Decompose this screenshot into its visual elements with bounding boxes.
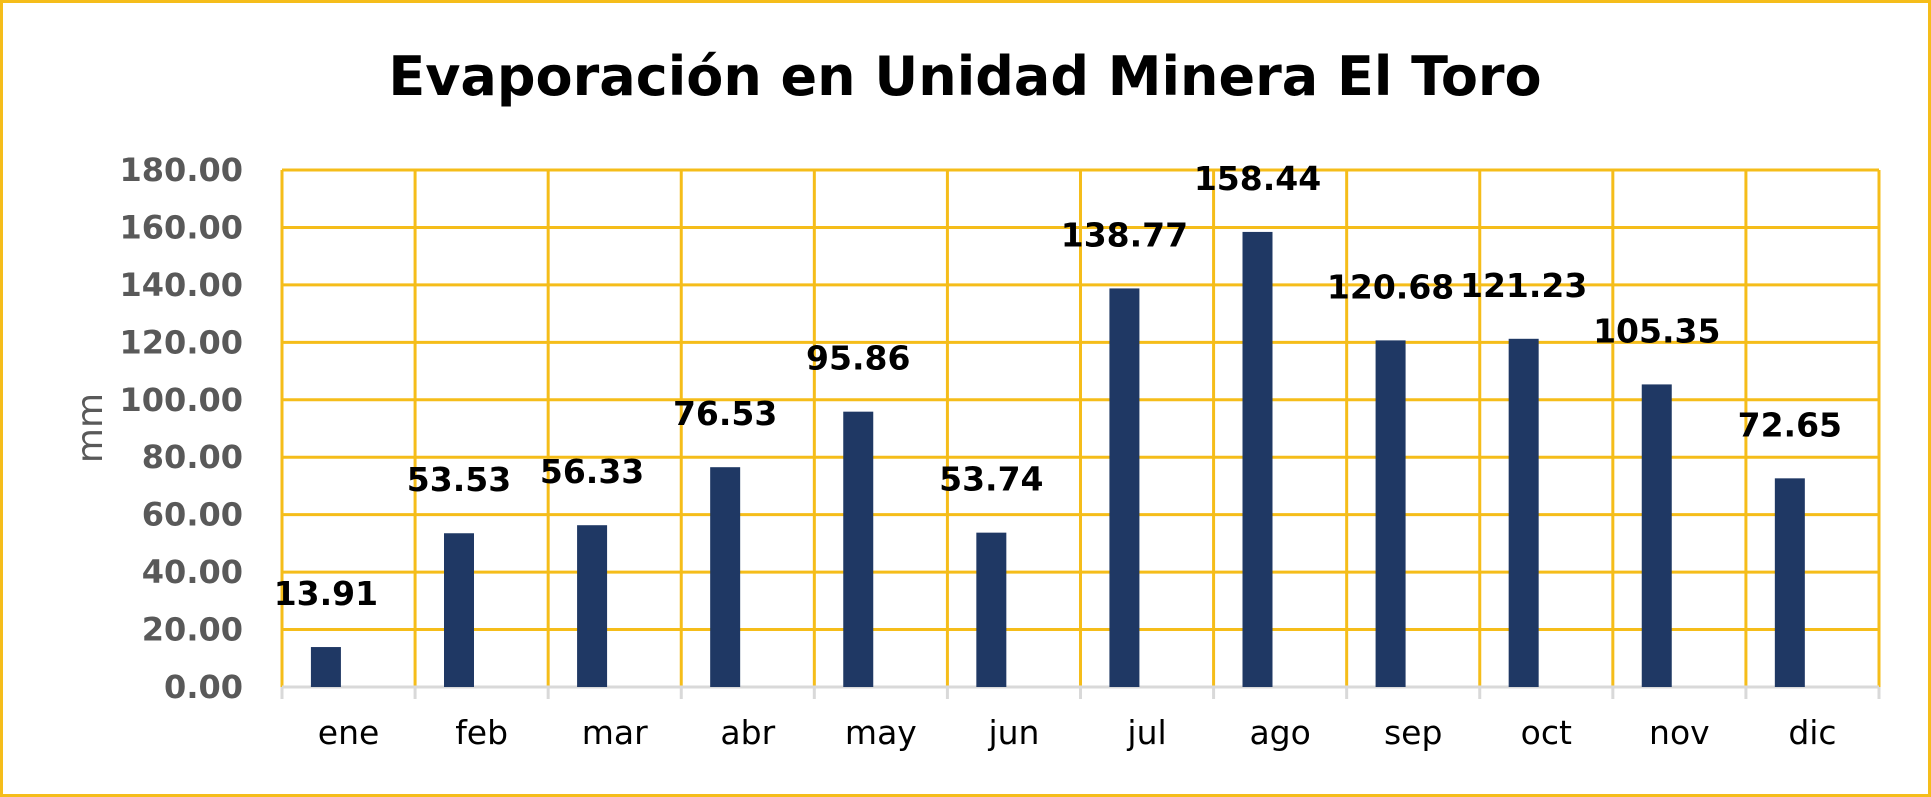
y-tick-label: 20.00 xyxy=(142,611,243,649)
x-tick-label-ene: ene xyxy=(318,713,380,752)
x-tick-label-nov: nov xyxy=(1649,713,1710,752)
bar-nov xyxy=(1641,384,1672,687)
label-layer: 13.91 ene 53.53 feb 56.33 mar 76.53 abr 95.86 may… xyxy=(274,159,1842,752)
x-tick-label-oct: oct xyxy=(1521,713,1572,752)
data-label-dic: 72.65 xyxy=(1738,405,1842,444)
bar-sep xyxy=(1375,340,1406,687)
data-label-ene: 13.91 xyxy=(274,574,378,613)
bar-feb xyxy=(444,533,475,687)
y-tick-label: 160.00 xyxy=(120,208,243,246)
chart-title: Evaporación en Unidad Minera El Toro xyxy=(388,45,1541,108)
y-tick-label: 180.00 xyxy=(120,151,243,189)
bar-layer xyxy=(310,231,1805,687)
x-tick-label-jun: jun xyxy=(987,713,1039,752)
x-tick-label-mar: mar xyxy=(582,713,648,752)
x-tick-label-may: may xyxy=(845,713,917,752)
bar-ene xyxy=(310,647,341,687)
data-label-oct: 121.23 xyxy=(1460,266,1587,305)
data-label-feb: 53.53 xyxy=(407,460,511,499)
bar-jul xyxy=(1109,288,1140,687)
y-tick-label: 60.00 xyxy=(142,496,243,534)
y-axis-label: mm xyxy=(70,393,111,463)
data-label-jun: 53.74 xyxy=(939,460,1043,499)
x-tick-label-feb: feb xyxy=(455,713,508,752)
y-tick-label: 0.00 xyxy=(164,668,243,706)
data-label-jul: 138.77 xyxy=(1061,215,1188,254)
data-label-mar: 56.33 xyxy=(540,452,644,491)
y-tick-label: 80.00 xyxy=(142,438,243,476)
x-tick-label-sep: sep xyxy=(1384,713,1442,752)
x-tick-label-dic: dic xyxy=(1788,713,1836,752)
y-tick-label: 40.00 xyxy=(142,553,243,591)
data-label-abr: 76.53 xyxy=(673,394,777,433)
y-tick-label: 100.00 xyxy=(120,381,243,419)
data-label-nov: 105.35 xyxy=(1593,311,1720,350)
bar-abr xyxy=(710,467,741,687)
bar-may xyxy=(843,411,874,687)
x-tick-label-ago: ago xyxy=(1249,713,1310,752)
bar-dic xyxy=(1774,478,1805,687)
bar-oct xyxy=(1508,338,1539,687)
x-tick-label-abr: abr xyxy=(720,713,775,752)
x-tick-label-jul: jul xyxy=(1126,713,1166,752)
data-label-sep: 120.68 xyxy=(1327,267,1454,306)
data-label-may: 95.86 xyxy=(806,339,910,378)
bar-ago xyxy=(1242,231,1273,687)
data-label-ago: 158.44 xyxy=(1194,159,1321,198)
y-tick-label: 120.00 xyxy=(120,323,243,361)
grid-layer: 0.00 20.00 40.00 60.00 80.00 100.00 120.00 140.… xyxy=(120,151,1881,706)
y-tick-label: 140.00 xyxy=(120,266,243,304)
bar-jun xyxy=(976,532,1007,687)
bar-mar xyxy=(577,525,608,687)
